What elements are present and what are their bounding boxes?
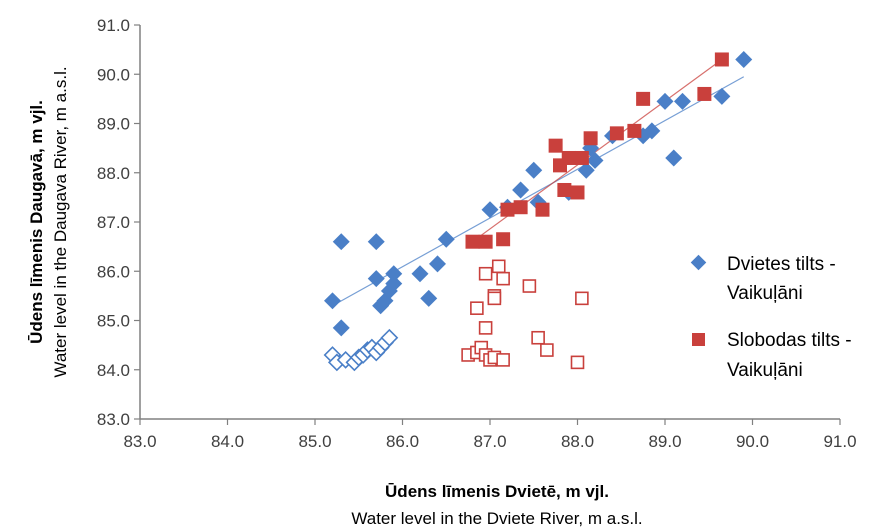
axis-ticks: 83.0 84.0 85.0 86.0 87.0 88.0 89.0 90.0 91.0 83.0… — [97, 16, 857, 451]
legend-marker-diamond — [690, 254, 707, 271]
data-point-square-open — [478, 321, 493, 335]
data-point-diamond — [674, 92, 691, 110]
y-tick-label: 90.0 — [97, 65, 130, 84]
data-point-square-open — [570, 355, 585, 370]
data-point-square-open — [575, 291, 589, 306]
data-point-diamond — [332, 233, 350, 251]
data-point-square — [627, 123, 642, 138]
data-points — [323, 50, 753, 372]
x-tick-label: 83.0 — [123, 432, 156, 451]
data-point-diamond — [577, 161, 595, 179]
data-point-diamond — [411, 265, 429, 283]
data-point-diamond — [665, 149, 683, 167]
data-point-square — [513, 200, 528, 215]
x-axis-label-primary: Ūdens līmenis Dvietē, m vjl. — [385, 482, 609, 501]
y-tick-label: 85.0 — [97, 312, 130, 331]
trendline — [332, 76, 745, 307]
y-tick-label: 83.0 — [97, 410, 130, 429]
data-point-square-open — [522, 279, 537, 293]
x-tick-label: 84.0 — [211, 432, 244, 451]
y-tick-label: 91.0 — [97, 16, 130, 35]
data-point-diamond — [385, 265, 403, 283]
data-point-diamond — [735, 50, 753, 68]
data-point-square-open — [470, 301, 484, 315]
x-tick-label: 91.0 — [823, 432, 856, 451]
data-point-square — [583, 131, 598, 146]
x-tick-label: 86.0 — [386, 432, 419, 451]
y-tick-label: 86.0 — [97, 262, 130, 281]
data-point-square-open — [531, 330, 545, 345]
legend: Dvietes tilts - Vaikuļāni Slobodas tilts… — [690, 254, 852, 381]
legend-label-slobodas-line2: Vaikuļāni — [727, 360, 803, 381]
data-point-diamond — [437, 230, 455, 248]
data-point-diamond — [332, 319, 350, 337]
data-point-square — [548, 138, 563, 153]
x-tick-label: 85.0 — [298, 432, 331, 451]
data-point-square-open — [540, 343, 554, 357]
x-axis-label-secondary: Water level in the Dviete River, m a.s.l… — [351, 509, 642, 528]
x-tick-label: 87.0 — [473, 432, 506, 451]
x-tick-label: 90.0 — [736, 432, 769, 451]
data-point-square — [465, 234, 480, 249]
data-point-diamond — [429, 255, 446, 273]
data-point-square-open — [491, 259, 506, 274]
data-point-square — [535, 202, 550, 217]
data-point-square-open — [496, 271, 510, 286]
data-point-square — [574, 150, 589, 165]
y-tick-label: 84.0 — [97, 361, 130, 380]
data-point-square — [478, 234, 493, 249]
data-point-diamond — [367, 233, 385, 251]
data-point-square — [561, 150, 576, 165]
y-tick-label: 89.0 — [97, 115, 130, 134]
data-point-square — [557, 182, 572, 197]
data-point-square — [496, 232, 511, 247]
data-point-diamond-open — [380, 328, 399, 347]
y-axis-label-primary: Ūdens līmenis Daugavā, m vjl. — [27, 100, 46, 344]
data-point-diamond — [481, 201, 499, 219]
x-tick-label: 88.0 — [561, 432, 594, 451]
data-point-square — [697, 86, 712, 101]
data-point-square-open — [478, 266, 493, 281]
legend-marker-square — [692, 333, 705, 346]
data-point-square — [714, 52, 729, 67]
legend-label-slobodas-line1: Slobodas tilts - — [727, 330, 852, 351]
data-point-diamond — [512, 181, 530, 199]
data-point-square — [609, 126, 624, 141]
data-point-square-open — [487, 291, 502, 306]
y-tick-label: 88.0 — [97, 164, 130, 183]
data-point-diamond — [713, 87, 731, 105]
y-axis-label-secondary: Water level in the Daugava River, m a.s.… — [51, 66, 70, 377]
x-tick-label: 89.0 — [648, 432, 681, 451]
data-point-diamond — [324, 292, 341, 310]
data-point-diamond — [656, 92, 674, 110]
data-point-diamond — [643, 122, 661, 140]
data-point-diamond — [586, 151, 604, 169]
data-point-diamond — [525, 161, 543, 179]
data-point-square — [500, 202, 515, 217]
data-point-diamond — [367, 270, 385, 288]
data-point-diamond — [385, 275, 403, 293]
y-tick-label: 87.0 — [97, 213, 130, 232]
data-point-square — [570, 185, 585, 200]
legend-label-dvietes-line2: Vaikuļāni — [727, 283, 803, 304]
data-point-square — [636, 91, 651, 106]
legend-label-dvietes-line1: Dvietes tilts - — [727, 254, 836, 275]
data-point-diamond — [420, 289, 438, 307]
data-point-square-open — [496, 353, 510, 367]
